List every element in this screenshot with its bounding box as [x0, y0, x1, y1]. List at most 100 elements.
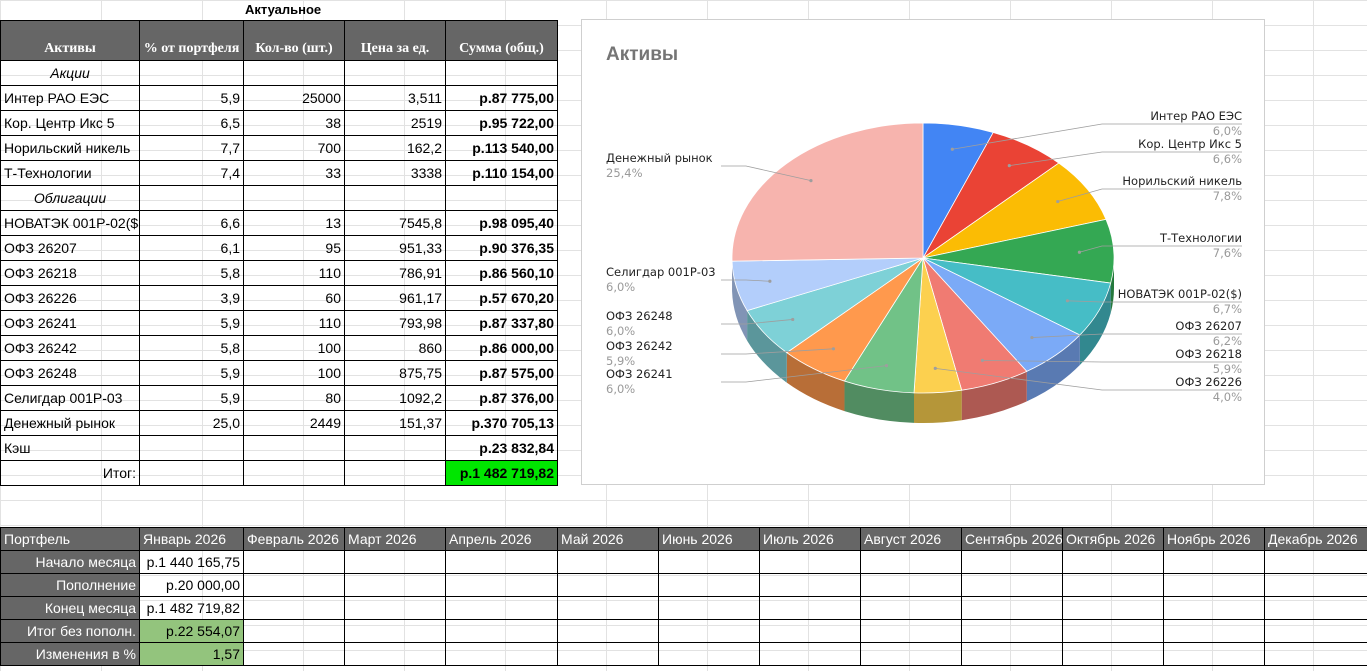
pie-slice[interactable]	[731, 122, 924, 262]
empty-cell[interactable]	[243, 619, 345, 643]
empty-cell[interactable]	[344, 550, 446, 574]
empty-cell[interactable]	[1163, 573, 1265, 597]
asset-price-cell[interactable]	[344, 435, 446, 461]
empty-cell[interactable]	[860, 550, 962, 574]
portfolio-row-label[interactable]: Начало месяца	[0, 550, 140, 574]
asset-quantity-cell[interactable]: 100	[243, 335, 345, 361]
asset-name-cell[interactable]: ОФЗ 26218	[0, 260, 140, 286]
asset-sum-cell[interactable]: р.370 705,13	[445, 410, 558, 436]
empty-cell[interactable]	[139, 185, 244, 211]
asset-price-cell[interactable]: 793,98	[344, 310, 446, 336]
empty-cell[interactable]	[658, 596, 760, 620]
empty-cell[interactable]	[1264, 573, 1367, 597]
asset-percent-cell[interactable]: 7,7	[139, 135, 244, 161]
empty-cell[interactable]	[445, 185, 558, 211]
empty-cell[interactable]	[445, 619, 558, 643]
asset-price-cell[interactable]: 961,17	[344, 285, 446, 311]
empty-cell[interactable]	[961, 619, 1063, 643]
asset-sum-cell[interactable]: р.110 154,00	[445, 160, 558, 186]
asset-quantity-cell[interactable]: 80	[243, 385, 345, 411]
empty-cell[interactable]	[243, 60, 345, 86]
empty-cell[interactable]	[759, 550, 861, 574]
empty-cell[interactable]	[860, 596, 962, 620]
empty-cell[interactable]	[445, 573, 558, 597]
asset-percent-cell[interactable]: 25,0	[139, 410, 244, 436]
empty-cell[interactable]	[1264, 619, 1367, 643]
month-header[interactable]: Декабрь 2026	[1264, 527, 1367, 551]
empty-cell[interactable]	[1062, 596, 1164, 620]
portfolio-row-label[interactable]: Изменения в %	[0, 642, 140, 666]
asset-sum-cell[interactable]: р.23 832,84	[445, 435, 558, 461]
asset-percent-cell[interactable]: 6,6	[139, 210, 244, 236]
portfolio-january-value[interactable]: р.1 440 165,75	[139, 550, 244, 574]
asset-sum-cell[interactable]: р.87 575,00	[445, 360, 558, 386]
header-percent[interactable]: % от портфеля	[139, 20, 244, 61]
asset-quantity-cell[interactable]: 95	[243, 235, 345, 261]
section-label[interactable]: Акции	[0, 60, 140, 86]
empty-cell[interactable]	[658, 550, 760, 574]
total-value[interactable]: р.1 482 719,82	[445, 460, 558, 486]
asset-price-cell[interactable]: 1092,2	[344, 385, 446, 411]
empty-cell[interactable]	[243, 596, 345, 620]
asset-name-cell[interactable]: НОВАТЭК 001Р-02($	[0, 210, 140, 236]
empty-cell[interactable]	[243, 642, 345, 666]
asset-quantity-cell[interactable]: 110	[243, 260, 345, 286]
empty-cell[interactable]	[445, 550, 558, 574]
empty-cell[interactable]	[961, 550, 1063, 574]
empty-cell[interactable]	[759, 596, 861, 620]
month-header[interactable]: Август 2026	[860, 527, 962, 551]
empty-cell[interactable]	[1163, 550, 1265, 574]
empty-cell[interactable]	[557, 550, 659, 574]
asset-quantity-cell[interactable]	[243, 435, 345, 461]
asset-price-cell[interactable]: 951,33	[344, 235, 446, 261]
portfolio-header-label[interactable]: Портфель	[0, 527, 140, 551]
asset-percent-cell[interactable]	[139, 435, 244, 461]
empty-cell[interactable]	[557, 619, 659, 643]
empty-cell[interactable]	[445, 642, 558, 666]
header-price[interactable]: Цена за ед.	[344, 20, 446, 61]
asset-quantity-cell[interactable]: 700	[243, 135, 345, 161]
asset-quantity-cell[interactable]: 60	[243, 285, 345, 311]
asset-quantity-cell[interactable]: 100	[243, 360, 345, 386]
asset-percent-cell[interactable]: 5,8	[139, 260, 244, 286]
asset-name-cell[interactable]: ОФЗ 26242	[0, 335, 140, 361]
empty-cell[interactable]	[557, 596, 659, 620]
asset-percent-cell[interactable]: 5,9	[139, 360, 244, 386]
empty-cell[interactable]	[1163, 642, 1265, 666]
asset-sum-cell[interactable]: р.86 560,10	[445, 260, 558, 286]
empty-cell[interactable]	[243, 573, 345, 597]
empty-cell[interactable]	[658, 573, 760, 597]
empty-cell[interactable]	[1163, 619, 1265, 643]
empty-cell[interactable]	[1264, 596, 1367, 620]
header-quantity[interactable]: Кол-во (шт.)	[243, 20, 345, 61]
total-label[interactable]: Итог:	[0, 460, 140, 486]
empty-cell[interactable]	[445, 596, 558, 620]
empty-cell[interactable]	[243, 550, 345, 574]
asset-name-cell[interactable]: Норильский никель	[0, 135, 140, 161]
header-sum[interactable]: Сумма (общ.)	[445, 20, 558, 61]
asset-name-cell[interactable]: ОФЗ 26248	[0, 360, 140, 386]
asset-name-cell[interactable]: ОФЗ 26207	[0, 235, 140, 261]
month-header[interactable]: Май 2026	[557, 527, 659, 551]
empty-cell[interactable]	[759, 573, 861, 597]
empty-cell[interactable]	[445, 60, 558, 86]
month-header[interactable]: Март 2026	[344, 527, 446, 551]
empty-cell[interactable]	[344, 596, 446, 620]
month-header[interactable]: Сентябрь 2026	[961, 527, 1063, 551]
empty-cell[interactable]	[961, 596, 1063, 620]
empty-cell[interactable]	[243, 460, 345, 486]
month-header[interactable]: Февраль 2026	[243, 527, 345, 551]
empty-cell[interactable]	[759, 642, 861, 666]
asset-name-cell[interactable]: Кор. Центр Икс 5	[0, 110, 140, 136]
asset-price-cell[interactable]: 875,75	[344, 360, 446, 386]
asset-quantity-cell[interactable]: 2449	[243, 410, 345, 436]
empty-cell[interactable]	[344, 642, 446, 666]
empty-cell[interactable]	[344, 460, 446, 486]
portfolio-row-label[interactable]: Пополнение	[0, 573, 140, 597]
asset-quantity-cell[interactable]: 110	[243, 310, 345, 336]
empty-cell[interactable]	[961, 573, 1063, 597]
empty-cell[interactable]	[139, 460, 244, 486]
asset-name-cell[interactable]: Т-Технологии	[0, 160, 140, 186]
header-assets[interactable]: Активы	[0, 20, 140, 61]
pie-slice[interactable]	[922, 162, 1107, 259]
